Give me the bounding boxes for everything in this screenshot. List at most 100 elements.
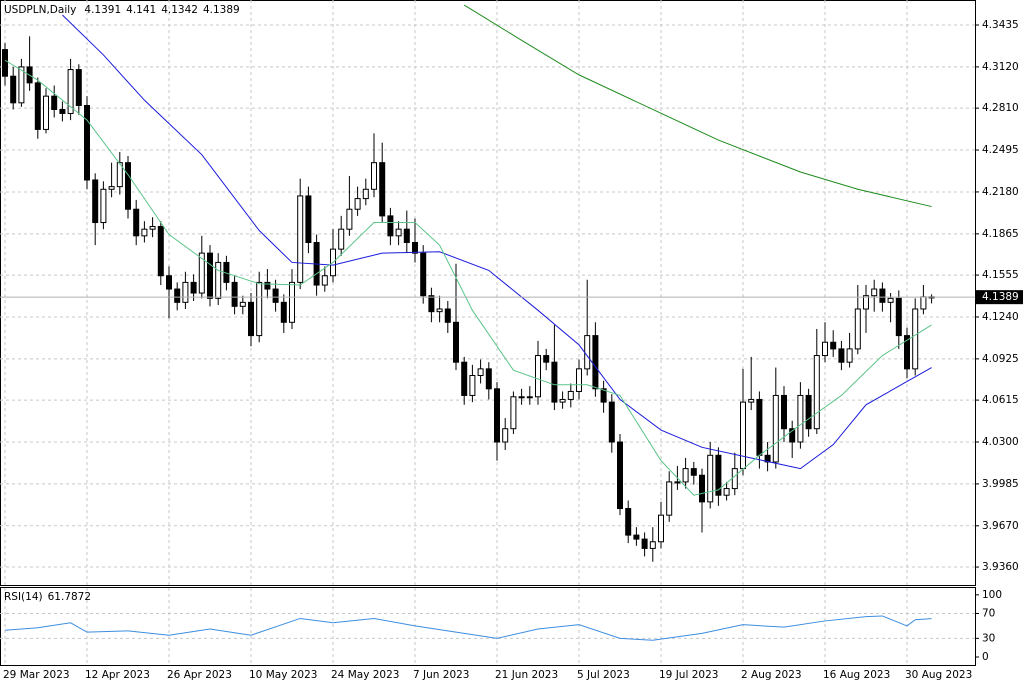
candle-body bbox=[608, 401, 615, 443]
rsi-header: RSI(14) 61.7872 bbox=[4, 591, 91, 603]
candle-body bbox=[67, 69, 74, 114]
candle-body bbox=[75, 69, 82, 106]
x-tick-label: 7 Jun 2023 bbox=[413, 669, 469, 681]
open: 4.1391 bbox=[84, 4, 121, 16]
candle-body bbox=[904, 335, 910, 370]
candle-body bbox=[289, 281, 295, 323]
candle-body bbox=[346, 208, 353, 230]
candle-body bbox=[699, 474, 705, 503]
main-plot bbox=[0, 4, 975, 562]
candle-body bbox=[863, 295, 869, 310]
candle-body bbox=[59, 108, 66, 114]
candle-body bbox=[395, 228, 402, 237]
candle-body bbox=[731, 468, 738, 490]
candle-body bbox=[428, 295, 435, 313]
candle-body bbox=[141, 228, 148, 237]
rsi-line bbox=[4, 615, 932, 641]
candle-body bbox=[838, 348, 845, 363]
candle-body bbox=[576, 368, 582, 392]
candle-body bbox=[436, 308, 443, 313]
candle-body bbox=[215, 261, 222, 299]
candle-body bbox=[805, 394, 812, 430]
x-tick-label: 2 Aug 2023 bbox=[741, 669, 802, 681]
candle-body bbox=[748, 398, 755, 403]
x-tick-label: 24 May 2023 bbox=[331, 669, 399, 681]
candle-body bbox=[584, 335, 591, 370]
candle-body bbox=[518, 396, 525, 399]
candle-body bbox=[715, 454, 722, 496]
candle-body bbox=[354, 198, 361, 210]
candle-body bbox=[321, 275, 328, 286]
x-tick-label: 10 May 2023 bbox=[249, 669, 317, 681]
y-tick-label: 4.2810 bbox=[982, 102, 1019, 114]
y-tick-label: 0 bbox=[982, 651, 989, 663]
candle-body bbox=[272, 288, 279, 303]
moving-average bbox=[62, 14, 932, 470]
candle-body bbox=[477, 368, 484, 377]
candle-body bbox=[625, 508, 632, 536]
candle-body bbox=[403, 228, 410, 243]
y-tick-label: 3.9985 bbox=[982, 478, 1019, 490]
candle-body bbox=[18, 66, 25, 104]
candle-body bbox=[797, 394, 804, 443]
candle-body bbox=[166, 275, 172, 290]
x-tick-label: 29 Mar 2023 bbox=[3, 669, 70, 681]
candle-body bbox=[10, 75, 17, 104]
candle-body bbox=[182, 281, 189, 303]
grid bbox=[0, 0, 975, 666]
candle-body bbox=[592, 335, 599, 390]
candle-body bbox=[420, 252, 427, 297]
x-tick-label: 21 Jun 2023 bbox=[495, 669, 558, 681]
rsi-plot bbox=[4, 615, 932, 641]
candle-body bbox=[920, 296, 927, 310]
candle-body bbox=[526, 396, 533, 399]
candle-body bbox=[362, 188, 369, 200]
candle-body bbox=[559, 398, 566, 403]
y-tick-label: 4.3435 bbox=[982, 19, 1019, 31]
candle-body bbox=[707, 454, 714, 503]
candle-body bbox=[723, 488, 730, 496]
candle-body bbox=[740, 401, 746, 470]
candle-body bbox=[600, 388, 607, 403]
x-tick-label: 19 Jul 2023 bbox=[659, 669, 718, 681]
candle-body bbox=[822, 341, 828, 357]
y-tick-label: 4.1865 bbox=[982, 228, 1019, 240]
candle-body bbox=[641, 538, 648, 549]
y-tick-label: 30 bbox=[982, 632, 995, 644]
x-tick-label: 12 Apr 2023 bbox=[85, 669, 150, 681]
candle-body bbox=[633, 534, 640, 540]
candle-body bbox=[84, 104, 90, 181]
candle-body bbox=[502, 428, 509, 443]
candle-body bbox=[789, 428, 796, 443]
candle-body bbox=[379, 162, 386, 217]
symbol: USDPLN,Daily bbox=[4, 4, 76, 16]
candle-body bbox=[92, 179, 99, 224]
candle-body bbox=[280, 301, 287, 323]
main-frame bbox=[0, 0, 976, 586]
candle-body bbox=[256, 281, 263, 337]
candle-body bbox=[108, 186, 115, 190]
candle-body bbox=[854, 308, 861, 350]
candle-body bbox=[772, 394, 779, 463]
candle-body bbox=[198, 252, 205, 294]
candle-body bbox=[469, 375, 476, 396]
x-tick-label: 26 Apr 2023 bbox=[167, 669, 232, 681]
low: 4.1342 bbox=[161, 4, 198, 16]
candle-body bbox=[895, 297, 902, 337]
y-tick-label: 4.0925 bbox=[982, 353, 1019, 365]
candle-body bbox=[43, 95, 49, 130]
y-tick-label: 4.3120 bbox=[982, 61, 1019, 73]
close: 4.1389 bbox=[203, 4, 240, 16]
x-tick-label: 30 Aug 2023 bbox=[905, 669, 972, 681]
candle-body bbox=[264, 281, 271, 290]
y-tick-label: 100 bbox=[982, 589, 1002, 601]
price-label: 4.1389 bbox=[982, 291, 1019, 303]
candle-body bbox=[666, 481, 673, 516]
candle-body bbox=[125, 162, 131, 210]
candle-body bbox=[682, 468, 689, 483]
y-tick-label: 3.9360 bbox=[982, 561, 1019, 573]
candle-body bbox=[494, 388, 500, 443]
candle-body bbox=[535, 355, 541, 398]
price-label-box bbox=[976, 290, 1023, 305]
candle-body bbox=[174, 288, 181, 303]
